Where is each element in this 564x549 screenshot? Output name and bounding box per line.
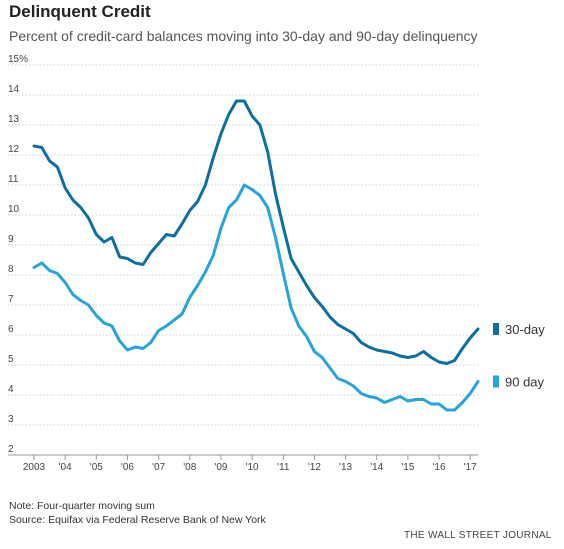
series-line-90-day	[32, 183, 480, 412]
legend-label: 90 day	[505, 375, 545, 390]
chart-subtitle: Percent of credit-card balances moving i…	[9, 28, 478, 44]
gridlines	[8, 64, 478, 456]
x-tick-label: '05	[90, 462, 103, 473]
y-tick-label: 9	[8, 234, 14, 245]
x-tick-label: '06	[121, 462, 134, 473]
x-tick-label: '14	[370, 462, 383, 473]
x-tick-label: '15	[401, 462, 414, 473]
legend-swatch	[493, 323, 499, 335]
x-tick-label: '08	[183, 462, 196, 473]
y-tick-label: 13	[8, 114, 20, 125]
y-tick-label: 12	[8, 144, 20, 155]
x-tick-label: '13	[339, 462, 352, 473]
y-tick-label: 2	[8, 444, 14, 455]
y-axis-ticks: 2 3 4 5 6 7 8 9 10 11 12 13 14 15%	[8, 54, 28, 455]
x-tick-label: '12	[308, 462, 321, 473]
chart-note: Note: Four-quarter moving sum	[9, 500, 155, 512]
x-tick-label: '17	[464, 462, 477, 473]
legend-swatch	[493, 375, 499, 388]
series-line-30-day	[32, 99, 480, 365]
x-tick-label: '10	[246, 462, 259, 473]
series-lines	[32, 99, 480, 412]
y-tick-label: 10	[8, 204, 20, 215]
chart-title: Delinquent Credit	[9, 2, 151, 21]
x-axis-ticks: 2003 '04 '05 '06 '07 '08 '09 '10 '11 '12 '13 '14 '15…	[23, 455, 477, 473]
publisher-credit: THE WALL STREET JOURNAL	[404, 530, 552, 541]
x-tick-label: '11	[277, 462, 290, 473]
y-tick-label: 7	[8, 294, 14, 305]
x-tick-label: 2003	[23, 462, 46, 473]
y-tick-label: 8	[8, 264, 14, 275]
y-tick-label: 6	[8, 324, 14, 335]
y-tick-label: 15%	[8, 54, 28, 65]
y-tick-label: 14	[8, 84, 20, 95]
legend-label: 30-day	[505, 322, 545, 337]
y-tick-label: 11	[8, 174, 19, 185]
x-tick-label: '07	[152, 462, 165, 473]
x-tick-label: '16	[433, 462, 446, 473]
chart-source: Source: Equifax via Federal Reserve Bank…	[9, 514, 266, 526]
y-tick-label: 4	[8, 384, 14, 395]
y-tick-label: 3	[8, 414, 14, 425]
legend: 30-day 90 day	[493, 322, 545, 390]
x-tick-label: '09	[214, 462, 227, 473]
x-tick-label: '04	[59, 462, 72, 473]
y-tick-label: 5	[8, 354, 14, 365]
